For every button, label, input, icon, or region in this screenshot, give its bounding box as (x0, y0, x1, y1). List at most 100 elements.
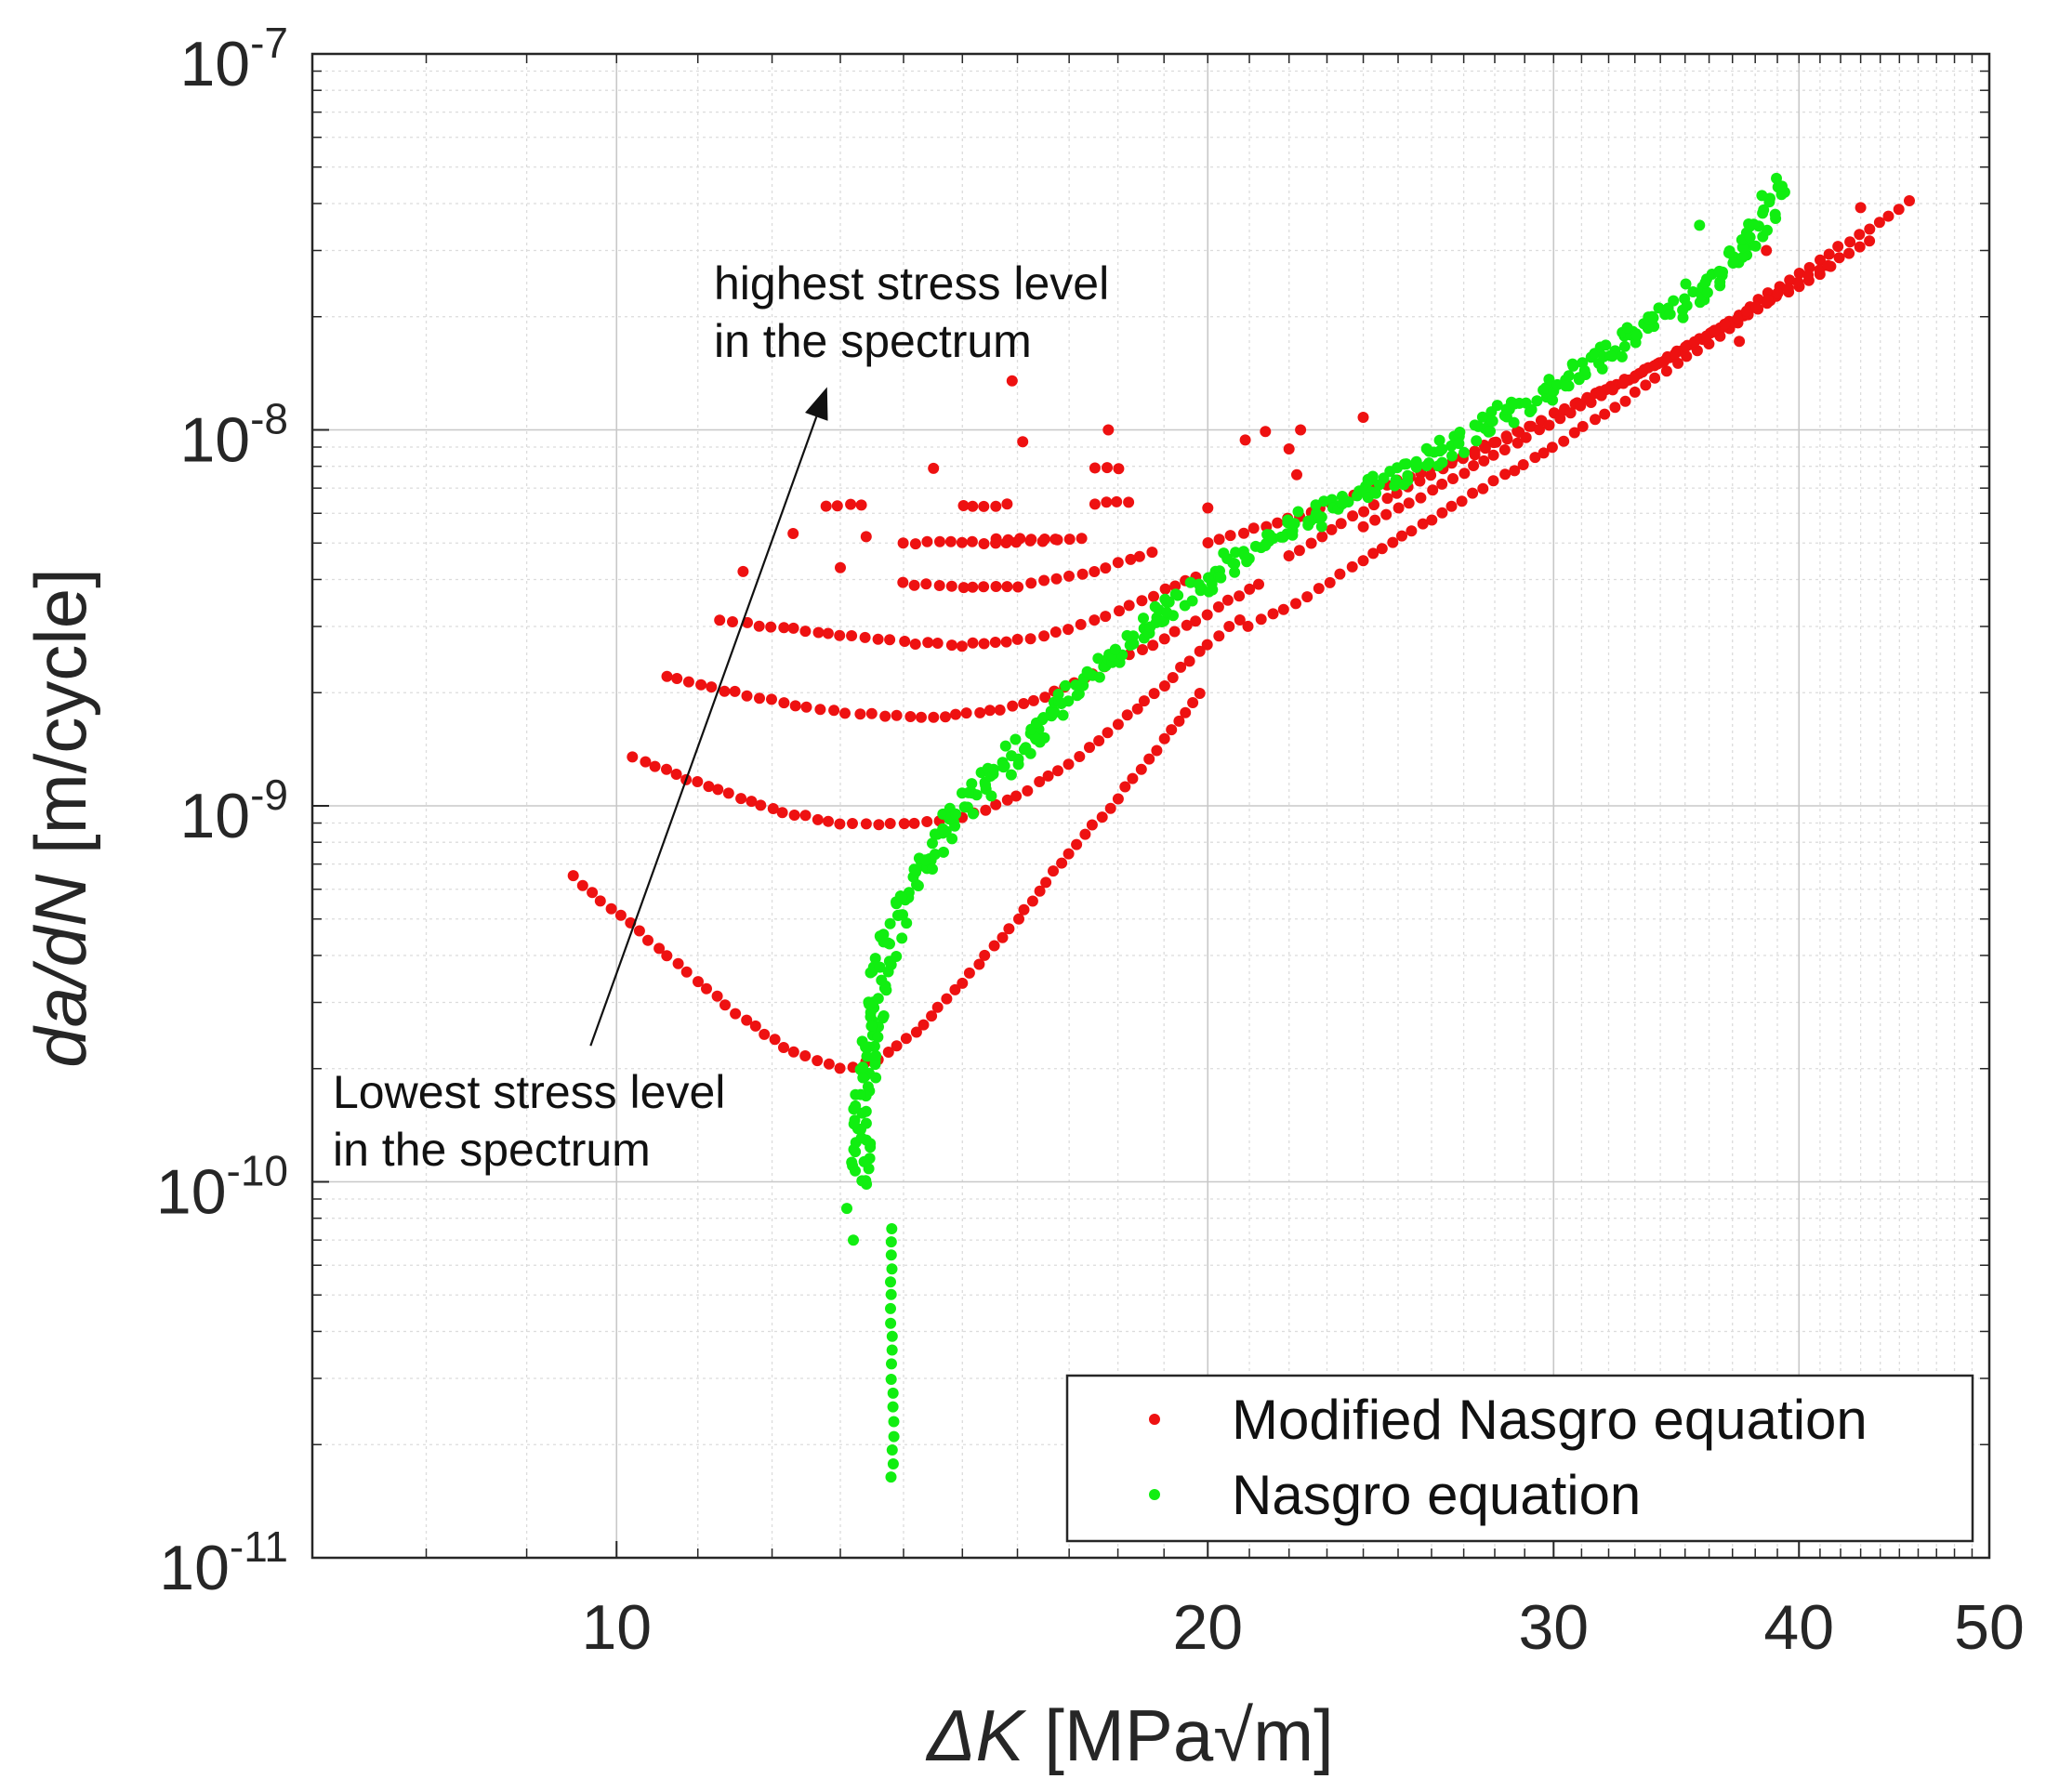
data-point-nasgro (857, 1061, 869, 1074)
data-point-modified-nasgro (1183, 655, 1195, 667)
data-point-nasgro (966, 778, 978, 790)
data-point-modified-nasgro (799, 626, 812, 638)
data-point-modified-nasgro (1833, 252, 1845, 264)
data-point-modified-nasgro (1305, 537, 1317, 549)
data-point-modified-nasgro (1415, 492, 1427, 504)
data-point-nasgro (1471, 435, 1483, 447)
data-point-modified-nasgro (854, 708, 866, 720)
data-point-modified-nasgro (1267, 608, 1279, 620)
data-point-modified-nasgro (1238, 527, 1249, 539)
data-point-modified-nasgro (1295, 424, 1307, 436)
data-point-modified-nasgro (897, 537, 909, 549)
data-point-modified-nasgro (945, 639, 957, 652)
data-point-modified-nasgro (956, 536, 968, 548)
data-point-modified-nasgro (1499, 468, 1511, 481)
data-point-modified-nasgro (1223, 621, 1235, 632)
data-point-modified-nasgro (1293, 545, 1305, 557)
data-point-nasgro (1578, 364, 1591, 376)
data-point-modified-nasgro (945, 580, 957, 592)
data-point-modified-nasgro (956, 640, 968, 652)
data-point-modified-nasgro (1017, 436, 1029, 448)
data-point-nasgro (1239, 549, 1250, 561)
data-point-modified-nasgro (994, 704, 1006, 716)
data-point-modified-nasgro (835, 561, 846, 573)
data-point-nasgro (885, 1302, 896, 1314)
data-point-modified-nasgro (1854, 241, 1866, 253)
x-tick-label: 10 (581, 1592, 652, 1663)
data-point-modified-nasgro (1239, 434, 1251, 446)
data-point-modified-nasgro (799, 1050, 812, 1061)
data-point-nasgro (946, 833, 958, 845)
data-point-nasgro (1070, 679, 1082, 691)
data-point-nasgro (888, 1430, 900, 1443)
data-point-nasgro (1055, 698, 1067, 709)
data-point-nasgro (1071, 690, 1083, 702)
data-point-nasgro (1161, 596, 1172, 608)
data-point-nasgro (1524, 406, 1536, 417)
data-point-modified-nasgro (1873, 217, 1885, 229)
data-point-modified-nasgro (920, 578, 932, 590)
y-tick-label-exponent: -9 (250, 771, 288, 819)
data-point-modified-nasgro (1260, 426, 1272, 438)
data-point-nasgro (1699, 277, 1711, 289)
data-point-modified-nasgro (859, 631, 871, 643)
data-point-modified-nasgro (1169, 580, 1181, 592)
data-point-modified-nasgro (1102, 424, 1115, 436)
data-point-nasgro (1453, 438, 1465, 450)
data-point-modified-nasgro (1893, 204, 1905, 216)
data-point-modified-nasgro (812, 813, 824, 825)
data-point-nasgro (1749, 240, 1762, 252)
data-point-modified-nasgro (882, 1047, 894, 1058)
data-point-modified-nasgro (814, 704, 826, 716)
data-point-modified-nasgro (1084, 742, 1095, 754)
data-point-nasgro (858, 1155, 870, 1167)
data-point-nasgro (1771, 172, 1782, 184)
data-point-modified-nasgro (800, 701, 812, 713)
data-point-modified-nasgro (1606, 384, 1618, 396)
x-axis-label: ΔK [MPa√m] (925, 1694, 1334, 1776)
data-point-modified-nasgro (904, 711, 917, 722)
data-point-modified-nasgro (1158, 633, 1170, 645)
data-point-modified-nasgro (1168, 626, 1181, 638)
data-point-modified-nasgro (917, 1019, 930, 1031)
data-point-modified-nasgro (1224, 530, 1236, 542)
data-point-modified-nasgro (1049, 534, 1062, 546)
data-point-nasgro (862, 1081, 874, 1093)
data-point-modified-nasgro (1038, 574, 1050, 586)
data-point-modified-nasgro (990, 500, 1002, 512)
data-point-modified-nasgro (737, 565, 749, 577)
data-point-nasgro (885, 1374, 897, 1385)
data-point-modified-nasgro (1283, 443, 1295, 455)
data-point-modified-nasgro (1467, 487, 1479, 499)
data-point-modified-nasgro (822, 627, 834, 639)
data-point-nasgro (1436, 443, 1448, 455)
data-point-modified-nasgro (1357, 412, 1369, 423)
data-point-nasgro (937, 823, 949, 835)
data-point-modified-nasgro (1784, 274, 1796, 286)
x-tick-label: 40 (1763, 1592, 1834, 1663)
data-point-modified-nasgro (1071, 838, 1083, 850)
y-tick-label-exponent: -11 (230, 1522, 288, 1571)
data-point-nasgro (1230, 547, 1242, 559)
data-point-modified-nasgro (872, 633, 884, 645)
y-tick-label: 10-9 (179, 771, 288, 851)
data-point-modified-nasgro (711, 990, 723, 1002)
data-point-modified-nasgro (1782, 283, 1794, 295)
data-point-nasgro (860, 1105, 872, 1117)
arrow-annotation (589, 387, 828, 1047)
data-point-modified-nasgro (1253, 578, 1264, 590)
data-point-modified-nasgro (1013, 913, 1024, 925)
data-point-nasgro (1186, 595, 1198, 607)
data-point-modified-nasgro (1000, 636, 1012, 648)
data-point-modified-nasgro (1014, 533, 1026, 545)
data-point-nasgro (1763, 196, 1775, 208)
data-point-modified-nasgro (1427, 484, 1439, 496)
data-point-modified-nasgro (1367, 547, 1379, 560)
data-point-nasgro (1653, 302, 1665, 314)
data-point-modified-nasgro (1568, 427, 1580, 439)
data-point-modified-nasgro (934, 535, 945, 547)
data-point-nasgro (1520, 397, 1532, 409)
data-point-nasgro (1485, 425, 1496, 437)
data-point-modified-nasgro (891, 1040, 903, 1052)
data-point-nasgro (1769, 208, 1781, 220)
